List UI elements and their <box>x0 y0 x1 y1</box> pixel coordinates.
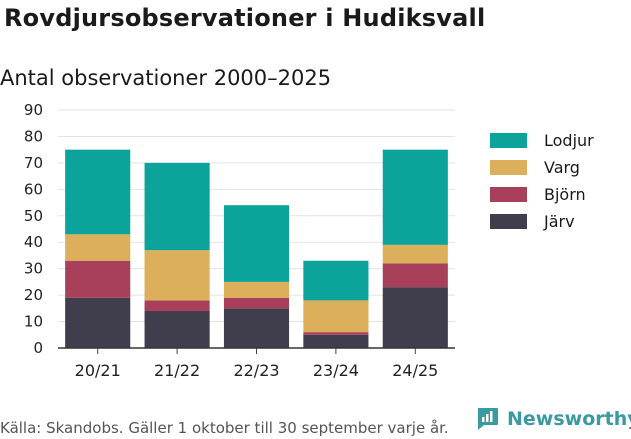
y-tick-label-20: 20 <box>24 286 43 304</box>
legend-label-järv: Järv <box>544 212 575 231</box>
chart-title: Rovdjursobservationer i Hudiksvall <box>4 4 486 32</box>
legend-swatch-björn <box>490 187 527 202</box>
bar-björn-21-22 <box>144 300 210 311</box>
y-tick-label-40: 40 <box>24 233 43 251</box>
x-tick-label-20-21: 20/21 <box>75 361 121 380</box>
bar-björn-23-24 <box>303 332 369 335</box>
legend-item-björn: Björn <box>490 181 594 208</box>
bar-lodjur-21-22 <box>144 162 210 251</box>
bar-lodjur-20-21 <box>65 149 131 235</box>
bar-lodjur-23-24 <box>303 260 369 301</box>
y-tick-label-50: 50 <box>24 207 43 225</box>
legend-label-varg: Varg <box>544 158 580 177</box>
y-tick-label-70: 70 <box>24 154 43 172</box>
y-tick-label-30: 30 <box>24 260 43 278</box>
y-tick-label-10: 10 <box>24 313 43 331</box>
bar-lodjur-22-23 <box>223 205 290 282</box>
bar-varg-20-21 <box>65 234 131 261</box>
chart-legend: Lodjur Varg Björn Järv <box>490 127 594 235</box>
bar-varg-23-24 <box>303 300 369 333</box>
x-tick-label-21-22: 21/22 <box>154 361 200 380</box>
bar-varg-22-23 <box>223 281 290 298</box>
legend-swatch-varg <box>490 160 527 175</box>
legend-item-varg: Varg <box>490 154 594 181</box>
bar-varg-24-25 <box>382 244 448 264</box>
bar-järv-20-21 <box>65 297 131 348</box>
brand-logo: Newsworthy <box>475 406 631 431</box>
bar-järv-21-22 <box>144 310 210 348</box>
bar-björn-22-23 <box>223 297 290 309</box>
brand-name: Newsworthy <box>507 407 631 430</box>
y-tick-label-90: 90 <box>24 101 43 119</box>
x-tick-label-23-24: 23/24 <box>313 361 359 380</box>
y-tick-label-60: 60 <box>24 180 43 198</box>
bar-järv-24-25 <box>382 287 448 348</box>
bar-lodjur-24-25 <box>382 149 448 245</box>
newsworthy-logo-icon <box>478 408 498 430</box>
legend-item-järv: Järv <box>490 208 594 235</box>
source-note: Källa: Skandobs. Gäller 1 oktober till 3… <box>0 419 449 437</box>
chart-subtitle: Antal observationer 2000–2025 <box>0 66 332 90</box>
legend-label-björn: Björn <box>544 185 586 204</box>
x-tick-label-24-25: 24/25 <box>392 361 438 380</box>
legend-swatch-lodjur <box>490 133 527 148</box>
bar-järv-23-24 <box>303 334 369 348</box>
y-tick-label-80: 80 <box>24 127 43 145</box>
x-tick-label-22-23: 22/23 <box>233 361 279 380</box>
legend-label-lodjur: Lodjur <box>544 131 594 150</box>
legend-item-lodjur: Lodjur <box>490 127 594 154</box>
bar-järv-22-23 <box>223 308 290 348</box>
legend-swatch-järv <box>490 214 527 229</box>
bar-varg-21-22 <box>144 250 210 301</box>
bar-björn-24-25 <box>382 263 448 288</box>
bar-björn-20-21 <box>65 260 131 298</box>
y-tick-label-0: 0 <box>33 339 43 357</box>
